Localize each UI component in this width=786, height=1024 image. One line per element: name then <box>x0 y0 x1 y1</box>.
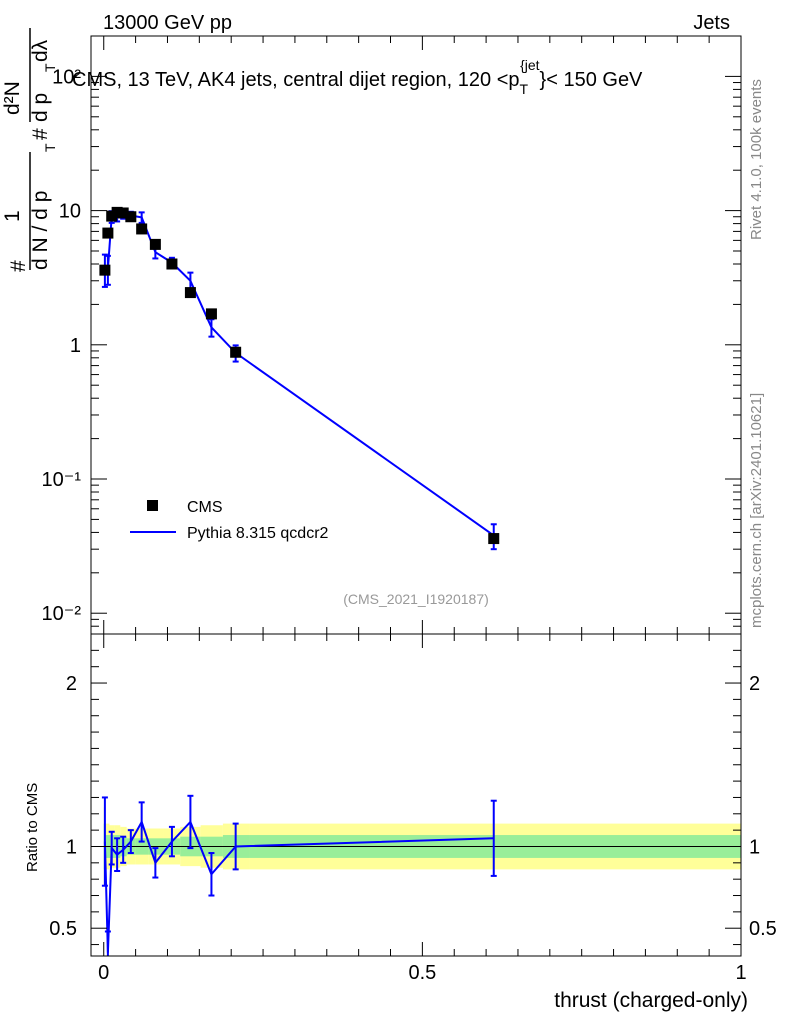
data-point <box>117 207 129 219</box>
ylabel-subscript-2: T <box>42 63 58 72</box>
main-y-tick-label: 10⁻¹ <box>42 469 82 491</box>
ratio-y-axis-label: Ratio to CMS <box>24 783 41 872</box>
title-right: < 150 GeV <box>546 69 643 91</box>
data-point <box>102 227 114 239</box>
legend-marker-cms <box>147 500 158 511</box>
data-series-group <box>99 206 500 545</box>
main-y-tick-label: 1 <box>70 335 81 357</box>
legend-label-cms: CMS <box>187 499 223 516</box>
ratio-y-tick-label-right: 2 <box>749 673 760 695</box>
ratio-y-tick-labels: 0.5 0.5 1 1 2 2 <box>49 673 777 940</box>
ratio-y-tick-label-right: 0.5 <box>749 918 777 940</box>
ylabel-denominator-2b: dλ <box>29 39 52 62</box>
data-point <box>166 258 178 270</box>
ratio-y-tick-label-left: 0.5 <box>49 918 77 940</box>
legend-label-pythia: Pythia 8.315 qcdcr2 <box>187 525 329 542</box>
energy-label: 13000 GeV pp <box>103 12 232 34</box>
mc-line <box>104 213 495 537</box>
rivet-label: Rivet 4.1.0, 100k events <box>748 79 765 240</box>
main-y-tick-label: 10 <box>59 201 81 223</box>
chart-title: CMS, 13 TeV, AK4 jets, central dijet reg… <box>72 57 643 97</box>
ylabel-numerator-1: 1 <box>1 210 24 222</box>
x-tick-label: 1 <box>735 962 746 984</box>
data-point <box>184 287 196 299</box>
analysis-id: (CMS_2021_I1920187) <box>343 591 489 607</box>
data-point <box>149 238 161 250</box>
ylabel-hash-1: # <box>7 260 30 272</box>
main-y-tick-labels: 10⁻² 10⁻¹ 1 10 10² <box>42 66 82 625</box>
data-point <box>205 308 217 320</box>
ylabel-subscript-1: T <box>42 143 58 152</box>
ratio-panel: 0.5 0.51 12 2 0 0.5 1 <box>49 633 777 984</box>
main-y-axis-label: # 1 d N / d p T # d²N d p T dλ <box>1 28 58 272</box>
main-y-tick-label: 10⁻² <box>42 603 82 625</box>
x-tick-label: 0 <box>98 962 109 984</box>
data-point <box>488 533 500 545</box>
mc-series-group <box>101 209 497 551</box>
data-point <box>136 223 148 235</box>
ratio-axis-ticks <box>91 634 742 956</box>
ylabel-denominator-2: d p <box>29 93 52 122</box>
data-point <box>99 264 111 276</box>
main-panel: 10⁻² 10⁻¹ 1 10 10² <box>42 35 742 635</box>
data-point <box>111 206 123 218</box>
title-sub: T <box>520 81 529 97</box>
ylabel-hash-2: # <box>29 128 52 140</box>
title-left: CMS, 13 TeV, AK4 jets, central dijet reg… <box>72 69 520 91</box>
ratio-series-group <box>101 794 497 956</box>
main-y-tick-label: 10² <box>52 66 81 88</box>
title-close: } <box>540 69 547 91</box>
title-sup: {jet <box>520 57 540 73</box>
mcplots-label: mcplots.cern.ch [arXiv:2401.10621] <box>748 393 765 628</box>
legend: CMS Pythia 8.315 qcdcr2 <box>130 499 329 542</box>
x-tick-label: 0.5 <box>408 962 436 984</box>
x-axis-label: thrust (charged-only) <box>554 989 748 1012</box>
ratio-y-tick-label-right: 1 <box>749 836 760 858</box>
category-label: Jets <box>693 12 730 34</box>
ratio-x-tick-labels: 0 0.5 1 <box>98 962 746 984</box>
data-point <box>125 211 137 223</box>
ratio-y-tick-label-left: 1 <box>66 836 77 858</box>
ylabel-numerator-2: d²N <box>1 81 24 115</box>
data-point <box>230 346 242 358</box>
ratio-plot-frame <box>90 633 742 957</box>
ratio-y-tick-label-left: 2 <box>66 673 77 695</box>
ylabel-denominator-1: d N / d p <box>29 191 52 270</box>
main-axis-ticks <box>91 35 742 635</box>
main-plot-frame <box>90 35 742 635</box>
